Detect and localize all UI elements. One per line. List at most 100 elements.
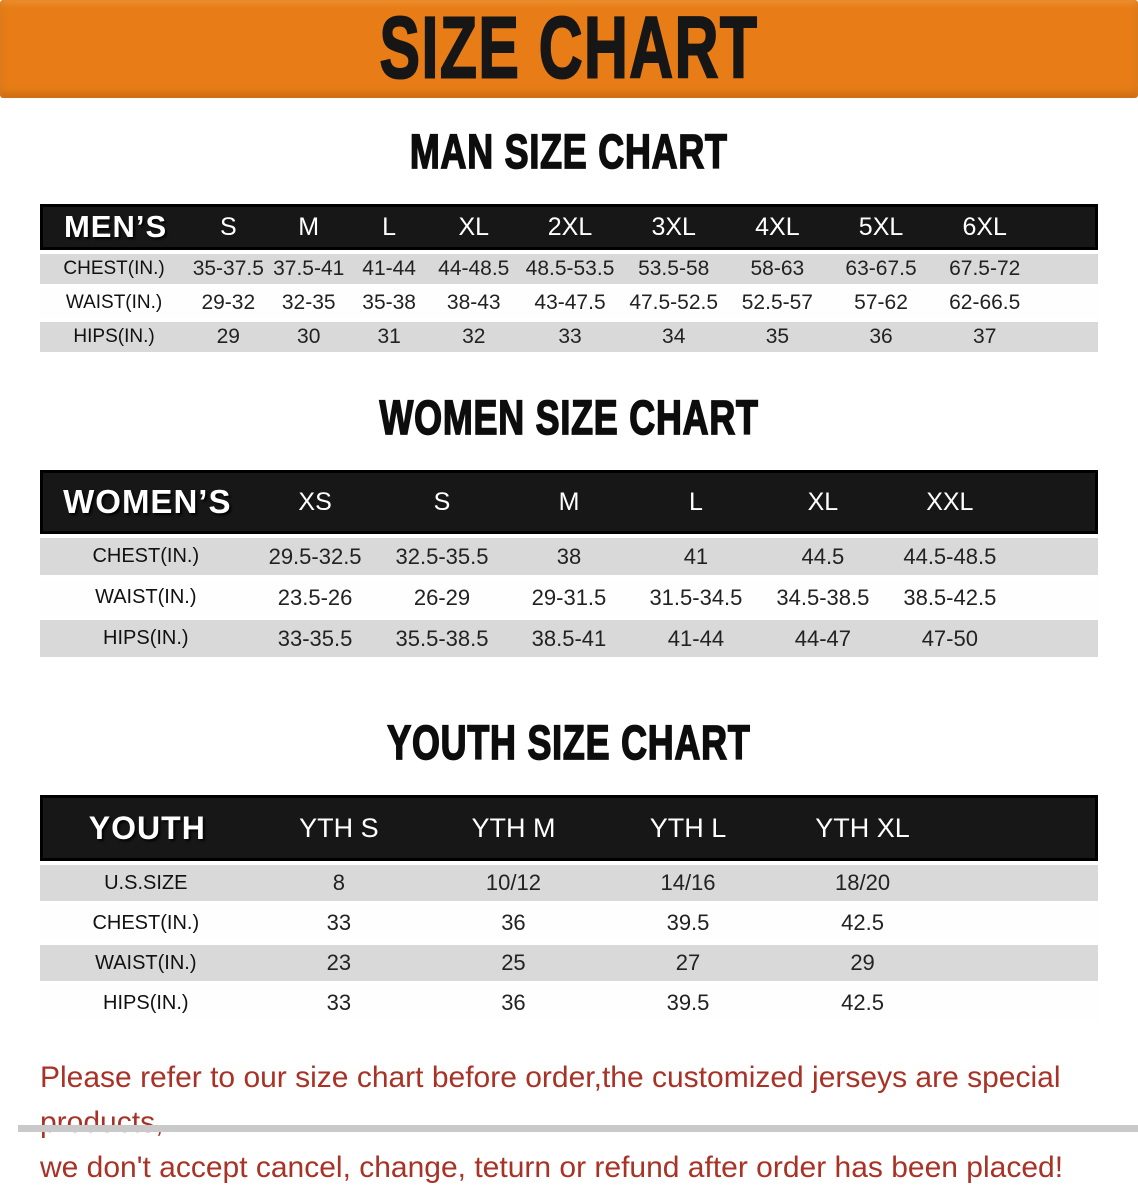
women-section-heading-text: WOMEN SIZE CHART (379, 389, 759, 445)
size-column-header: S (188, 204, 269, 250)
men-size-table-slot: MEN’S S M L XL 2XL 3XL 4XL 5XL 6XL CHEST(IN.) 35-37… (0, 200, 1138, 356)
row-filler-cell (1036, 322, 1098, 352)
size-value-cell: 44.5 (759, 538, 887, 575)
size-value-cell: 35 (725, 322, 830, 352)
size-value-cell: 36 (829, 322, 933, 352)
size-value-cell: 34 (621, 322, 726, 352)
size-value-cell: 29 (188, 322, 269, 352)
row-filler-cell (1013, 538, 1098, 575)
size-value-cell: 44.5-48.5 (886, 538, 1014, 575)
men-section-heading-text: MAN SIZE CHART (409, 123, 728, 179)
size-value-cell: 23 (251, 945, 427, 981)
size-value-cell: 52.5-57 (725, 288, 830, 318)
size-value-cell: 33 (251, 905, 427, 941)
size-column-header: 6XL (932, 204, 1037, 250)
size-value-cell: 32.5-35.5 (378, 538, 506, 575)
size-value-cell: 41-44 (348, 254, 430, 284)
youth-size-section: YOUTH SIZE CHART YOUTH YTH S YTH M YTH L YTH… (0, 714, 1138, 1025)
row-filler-cell (949, 945, 1098, 981)
table-header-label: MEN’S (40, 204, 189, 250)
row-label: CHEST(IN.) (40, 254, 189, 284)
table-header-row: WOMEN’S XS S M L XL XXL (40, 470, 1098, 534)
size-value-cell: 29.5-32.5 (251, 538, 379, 575)
row-label: HIPS(IN.) (40, 985, 252, 1021)
size-value-cell: 44-48.5 (429, 254, 519, 284)
youth-size-table-slot: YOUTH YTH S YTH M YTH L YTH XL U.S.SIZE 8 10/12… (0, 791, 1138, 1025)
youth-section-heading-text: YOUTH SIZE CHART (387, 714, 751, 770)
size-value-cell: 23.5-26 (251, 579, 379, 616)
header-filler-cell (1036, 204, 1098, 250)
size-value-cell: 39.5 (600, 985, 776, 1021)
size-column-header: 2XL (518, 204, 622, 250)
row-label: HIPS(IN.) (40, 620, 252, 657)
size-value-cell: 35.5-38.5 (378, 620, 506, 657)
size-column-header: XS (251, 470, 379, 534)
measurement-row: CHEST(IN.) 33 36 39.5 42.5 (40, 905, 1098, 941)
size-value-cell: 38-43 (429, 288, 519, 318)
size-value-cell: 44-47 (759, 620, 887, 657)
size-value-cell: 31.5-34.5 (632, 579, 760, 616)
women-size-table-slot: WOMEN’S XS S M L XL XXL CHEST(IN.) 29.5-32.5 32.5… (0, 466, 1138, 661)
size-column-header: YTH S (251, 795, 427, 861)
size-column-header: XL (759, 470, 887, 534)
women-size-section: WOMEN SIZE CHART WOMEN’S XS S M L XL XXL CHEST(… (0, 389, 1138, 661)
header-filler-cell (949, 795, 1098, 861)
measurement-row: HIPS(IN.) 33-35.5 35.5-38.5 38.5-41 41-44 44-… (40, 620, 1098, 657)
size-value-cell: 42.5 (775, 985, 950, 1021)
size-value-cell: 37.5-41 (268, 254, 349, 284)
row-label: U.S.SIZE (40, 865, 252, 901)
size-value-cell: 38.5-41 (505, 620, 633, 657)
size-value-cell: 29 (775, 945, 950, 981)
size-value-cell: 31 (348, 322, 430, 352)
size-column-header: 3XL (621, 204, 726, 250)
size-value-cell: 32-35 (268, 288, 349, 318)
men-section-heading: MAN SIZE CHART (0, 123, 1138, 179)
size-column-header: L (348, 204, 430, 250)
row-label: CHEST(IN.) (40, 905, 252, 941)
row-filler-cell (949, 905, 1098, 941)
size-value-cell: 67.5-72 (932, 254, 1037, 284)
measurement-row: U.S.SIZE 8 10/12 14/16 18/20 (40, 865, 1098, 901)
size-chart-banner: SIZE CHART (0, 0, 1138, 98)
size-column-header: YTH L (600, 795, 776, 861)
size-value-cell: 63-67.5 (829, 254, 933, 284)
row-label: HIPS(IN.) (40, 322, 189, 352)
size-value-cell: 62-66.5 (932, 288, 1037, 318)
measurement-row: HIPS(IN.) 29 30 31 32 33 34 35 36 37 (40, 322, 1098, 352)
size-table: YOUTH YTH S YTH M YTH L YTH XL U.S.SIZE 8 10/12… (40, 791, 1098, 1025)
row-label: CHEST(IN.) (40, 538, 252, 575)
size-value-cell: 27 (600, 945, 776, 981)
size-value-cell: 14/16 (600, 865, 776, 901)
size-column-header: M (505, 470, 633, 534)
size-column-header: L (632, 470, 760, 534)
youth-section-heading: YOUTH SIZE CHART (0, 714, 1138, 770)
disclaimer-line-2: we don't accept cancel, change, teturn o… (40, 1151, 1064, 1184)
size-value-cell: 25 (426, 945, 601, 981)
row-filler-cell (949, 865, 1098, 901)
size-value-cell: 35-37.5 (188, 254, 269, 284)
size-value-cell: 38 (505, 538, 633, 575)
bottom-edge-strip (18, 1125, 1138, 1132)
order-disclaimer: Please refer to our size chart before or… (40, 1055, 1138, 1190)
size-value-cell: 41 (632, 538, 760, 575)
measurement-row: WAIST(IN.) 23 25 27 29 (40, 945, 1098, 981)
row-filler-cell (1013, 620, 1098, 657)
size-value-cell: 42.5 (775, 905, 950, 941)
size-column-header: 4XL (725, 204, 830, 250)
header-filler-cell (1013, 470, 1098, 534)
size-value-cell: 33-35.5 (251, 620, 379, 657)
row-label: WAIST(IN.) (40, 945, 252, 981)
women-section-heading: WOMEN SIZE CHART (0, 389, 1138, 445)
table-header-label: WOMEN’S (40, 470, 252, 534)
men-size-section: MAN SIZE CHART MEN’S S M L XL 2XL 3XL 4XL 5XL 6XL… (0, 123, 1138, 356)
size-value-cell: 38.5-42.5 (886, 579, 1014, 616)
size-value-cell: 8 (251, 865, 427, 901)
size-value-cell: 33 (518, 322, 622, 352)
row-filler-cell (949, 985, 1098, 1021)
size-value-cell: 37 (932, 322, 1037, 352)
size-value-cell: 48.5-53.5 (518, 254, 622, 284)
size-value-cell: 26-29 (378, 579, 506, 616)
size-value-cell: 43-47.5 (518, 288, 622, 318)
size-value-cell: 34.5-38.5 (759, 579, 887, 616)
size-value-cell: 29-32 (188, 288, 269, 318)
